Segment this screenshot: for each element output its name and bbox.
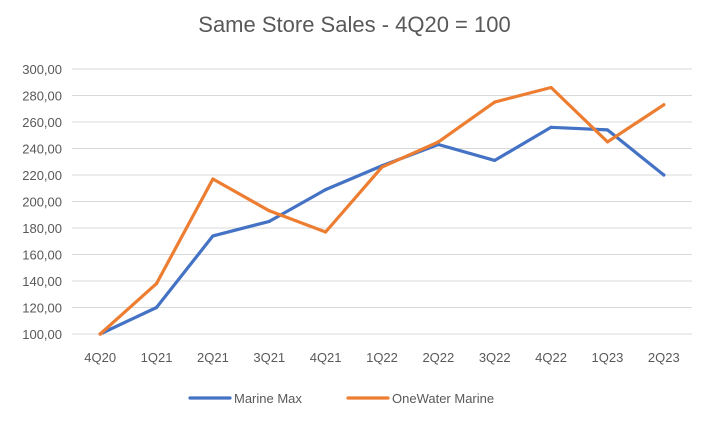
x-tick-label: 2Q21 <box>197 350 229 365</box>
x-tick-label: 3Q22 <box>479 350 511 365</box>
x-tick-label: 4Q22 <box>535 350 567 365</box>
data-point <box>605 128 610 132</box>
y-tick-label: 220,00 <box>22 168 62 183</box>
y-tick-label: 140,00 <box>22 274 62 289</box>
data-point <box>549 125 553 129</box>
x-tick-label: 3Q21 <box>253 350 285 365</box>
data-point <box>154 282 159 286</box>
legend: Marine Max OneWater Marine <box>188 391 494 406</box>
y-tick-label: 200,00 <box>22 195 62 210</box>
data-point <box>267 209 271 213</box>
data-point <box>98 332 102 336</box>
y-tick-label: 100,00 <box>22 327 62 342</box>
legend-label: OneWater Marine <box>392 391 494 406</box>
data-point <box>324 230 328 234</box>
x-tick-label: 4Q20 <box>84 350 116 365</box>
data-point <box>436 140 440 144</box>
chart-title: Same Store Sales - 4Q20 = 100 <box>198 12 511 37</box>
data-point <box>549 85 553 90</box>
data-point <box>493 100 497 104</box>
y-axis-tick-labels: 100,00 120,00 140,00 160,00 180,00 200,00 220,… <box>22 62 62 342</box>
y-tick-label: 180,00 <box>22 221 62 236</box>
data-point <box>493 158 497 163</box>
x-tick-label: 1Q22 <box>366 350 398 365</box>
data-point <box>662 173 666 177</box>
x-axis-tick-labels: 4Q20 1Q21 2Q21 3Q21 4Q21 1Q22 2Q22 3Q22 4Q22 1Q23… <box>84 350 679 365</box>
data-point <box>380 165 384 169</box>
gridlines <box>72 68 692 335</box>
y-tick-label: 300,00 <box>22 62 62 77</box>
data-point <box>267 219 271 223</box>
data-point <box>605 140 610 144</box>
x-tick-label: 4Q21 <box>310 350 342 365</box>
y-tick-label: 160,00 <box>22 248 62 263</box>
y-tick-label: 260,00 <box>22 115 62 130</box>
data-point <box>154 305 159 310</box>
legend-label: Marine Max <box>234 391 302 406</box>
x-tick-label: 2Q22 <box>422 350 454 365</box>
x-tick-label: 1Q23 <box>592 350 624 365</box>
data-point <box>324 187 328 192</box>
data-point <box>662 103 666 107</box>
y-tick-label: 120,00 <box>22 301 62 316</box>
x-tick-label: 1Q21 <box>141 350 173 365</box>
data-point <box>211 177 215 181</box>
y-tick-label: 280,00 <box>22 89 62 104</box>
data-point <box>211 234 215 238</box>
x-tick-label: 2Q23 <box>648 350 680 365</box>
series-lines <box>98 85 666 336</box>
y-tick-label: 240,00 <box>22 142 62 157</box>
series-line-1 <box>98 85 666 336</box>
